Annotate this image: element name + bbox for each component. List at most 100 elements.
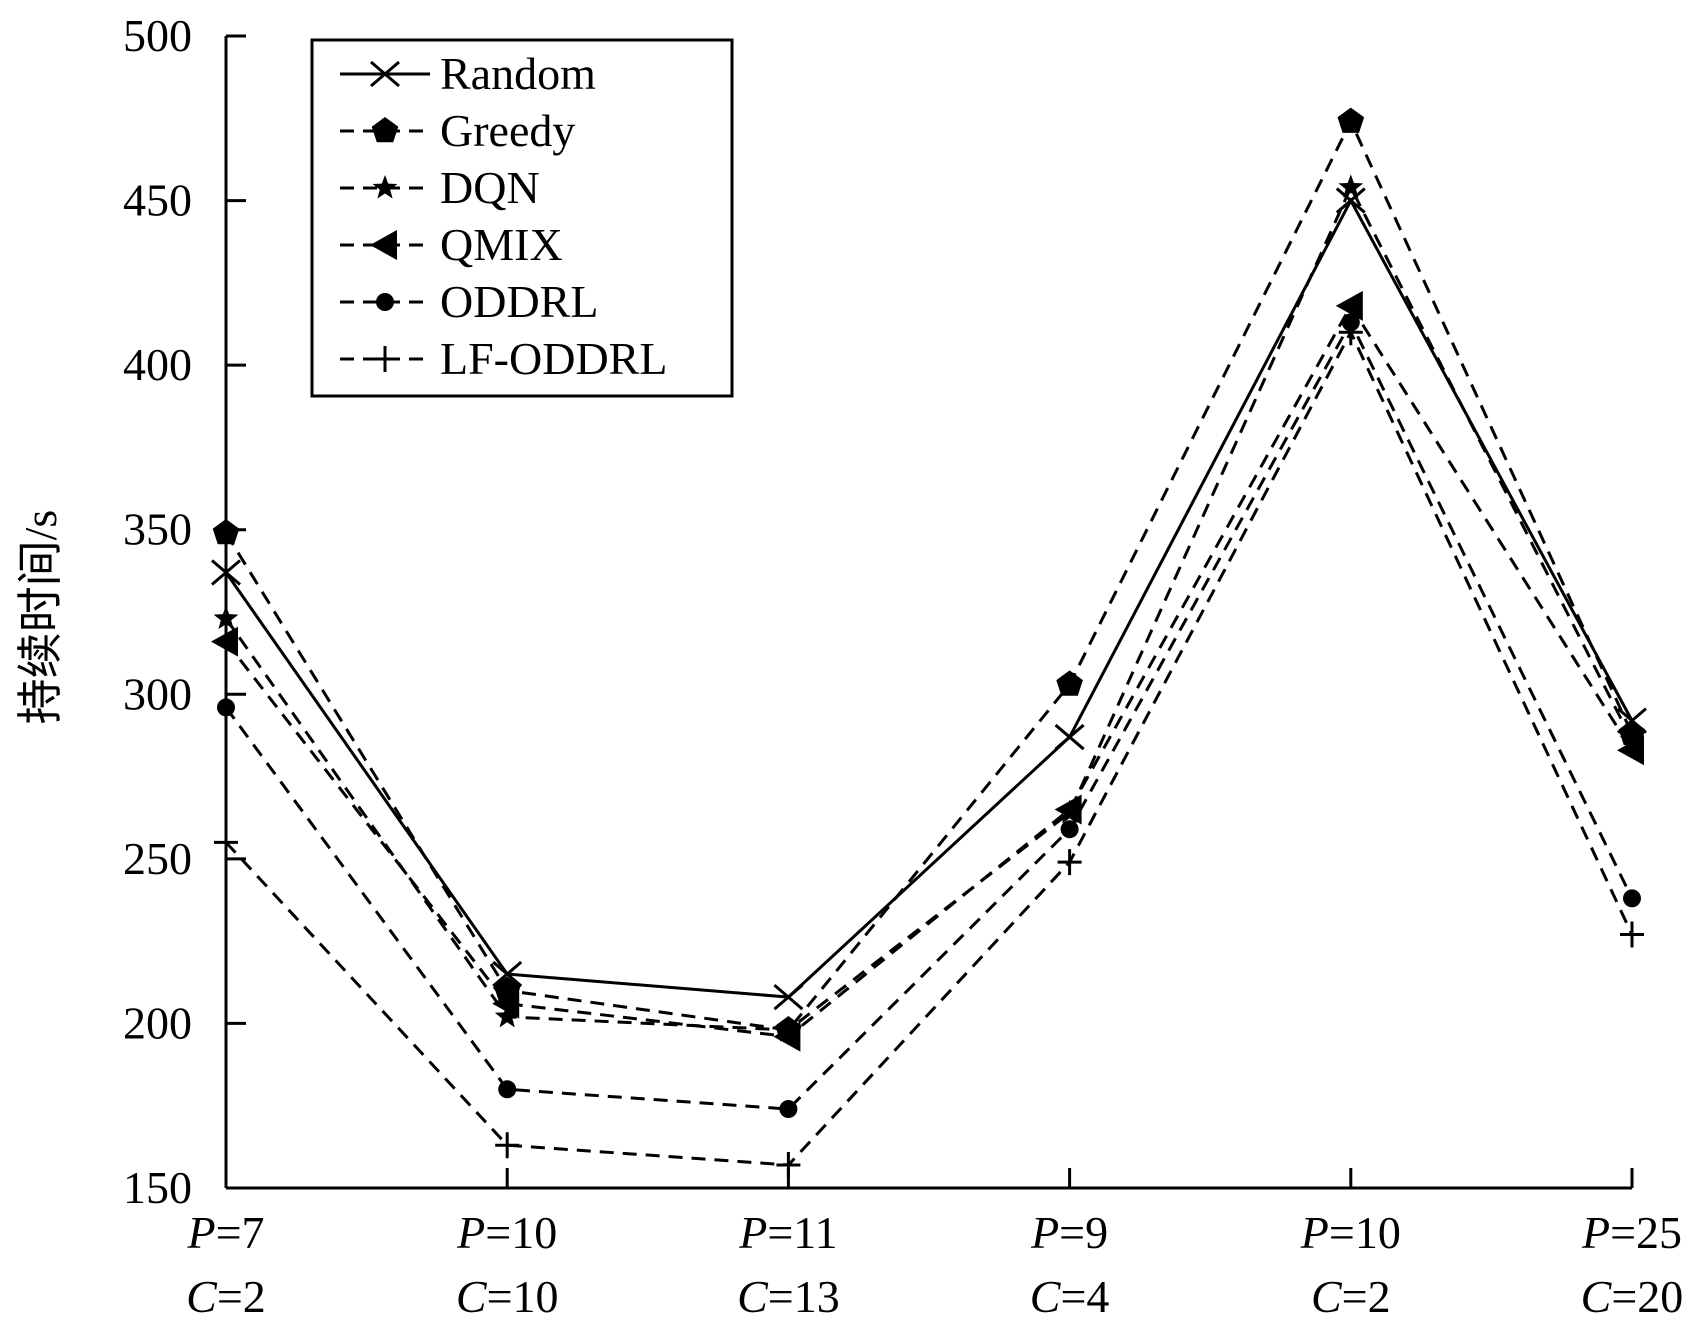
data-point-dqn bbox=[494, 1003, 520, 1028]
x-category-label-c: C=13 bbox=[737, 1271, 840, 1322]
legend-entry-qmix: QMIX bbox=[340, 219, 563, 270]
legend-marker bbox=[371, 117, 399, 143]
x-category-c-symbol: C bbox=[1030, 1271, 1062, 1322]
x-category-p-symbol: P bbox=[186, 1207, 215, 1258]
legend-box bbox=[310, 38, 734, 398]
series-lf-oddrl bbox=[214, 319, 1644, 1178]
x-category-c-symbol: C bbox=[186, 1271, 218, 1322]
x-category-label-p: P=10 bbox=[1300, 1207, 1401, 1258]
x-category-c-symbol: C bbox=[737, 1271, 769, 1322]
data-point-oddrl bbox=[1060, 820, 1079, 839]
x-category-label-c: C=2 bbox=[1311, 1271, 1391, 1322]
data-point-random bbox=[1054, 723, 1085, 751]
data-point-lf-oddrl bbox=[1620, 921, 1644, 948]
legend-entry-greedy: Greedy bbox=[340, 105, 575, 156]
data-point-dqn bbox=[1619, 727, 1645, 751]
series-line-qmix bbox=[224, 302, 1634, 1039]
data-point-dqn bbox=[213, 605, 239, 630]
y-tick-label: 150 bbox=[123, 1162, 192, 1213]
data-point-greedy bbox=[1337, 107, 1365, 133]
data-point-random bbox=[773, 983, 804, 1011]
x-category-c-value: =2 bbox=[1342, 1271, 1391, 1322]
data-point-lf-oddrl bbox=[495, 1132, 520, 1159]
data-point-qmix bbox=[1054, 794, 1082, 825]
series-oddrl bbox=[217, 313, 1641, 1119]
y-tick-label: 300 bbox=[123, 668, 192, 719]
legend-entry-random: Random bbox=[340, 48, 596, 99]
x-category-label-c: C=20 bbox=[1581, 1271, 1684, 1322]
data-point-random bbox=[211, 559, 241, 586]
data-point-lf-oddrl bbox=[776, 1151, 801, 1178]
legend-label: QMIX bbox=[440, 219, 563, 270]
legend-marker bbox=[373, 346, 397, 372]
data-point-qmix bbox=[211, 626, 238, 657]
series-line-random bbox=[224, 197, 1634, 999]
x-category-label-p: P=11 bbox=[738, 1207, 837, 1258]
legend-marker bbox=[376, 293, 394, 311]
x-category-c-value: =2 bbox=[217, 1271, 266, 1322]
x-category-label-p: P=7 bbox=[186, 1207, 264, 1258]
series-line-lf-oddrl bbox=[224, 328, 1634, 1167]
legend-marker bbox=[370, 60, 400, 88]
data-point-qmix bbox=[492, 988, 520, 1019]
legend-entry-dqn: DQN bbox=[340, 162, 540, 213]
x-category-label-c: C=2 bbox=[186, 1271, 266, 1322]
data-point-random bbox=[1335, 187, 1366, 214]
data-point-random bbox=[492, 960, 523, 988]
data-point-qmix bbox=[1617, 735, 1644, 766]
x-category-c-symbol: C bbox=[1581, 1271, 1613, 1322]
legend-marker bbox=[372, 175, 398, 199]
legend: Random Greedy DQN QMIX ODDRL LF-ODDRL bbox=[310, 38, 734, 398]
legend-marker bbox=[370, 230, 397, 260]
data-point-oddrl bbox=[779, 1100, 798, 1119]
x-category-p-value: =10 bbox=[485, 1207, 557, 1258]
legend-label: DQN bbox=[440, 162, 540, 213]
legend-label: Random bbox=[440, 48, 596, 99]
x-category-label-p: P=25 bbox=[1581, 1207, 1682, 1258]
x-category-label-p: P=9 bbox=[1030, 1207, 1108, 1258]
x-category-p-value: =10 bbox=[1329, 1207, 1401, 1258]
x-category-label-p: P=10 bbox=[456, 1207, 557, 1258]
legend-label: ODDRL bbox=[440, 276, 598, 327]
x-axis-ticks: P=7C=2P=10C=10P=11C=13P=9C=4P=10C=2P=25C… bbox=[186, 1168, 1683, 1322]
x-category-c-symbol: C bbox=[1311, 1271, 1343, 1322]
y-tick-label: 200 bbox=[123, 997, 192, 1048]
series-line-greedy bbox=[224, 118, 1634, 1032]
data-point-lf-oddrl bbox=[214, 829, 238, 856]
x-category-c-value: =20 bbox=[1611, 1271, 1683, 1322]
legend-entry-lf-oddrl: LF-ODDRL bbox=[340, 333, 667, 384]
x-category-p-value: =25 bbox=[1610, 1207, 1682, 1258]
x-category-p-symbol: P bbox=[738, 1207, 767, 1258]
y-tick-label: 500 bbox=[123, 10, 192, 61]
series-layer bbox=[211, 107, 1647, 1178]
x-category-c-value: =13 bbox=[768, 1271, 840, 1322]
data-point-lf-oddrl bbox=[1057, 849, 1082, 876]
y-tick-label: 350 bbox=[123, 504, 192, 555]
legend-label: LF-ODDRL bbox=[440, 333, 667, 384]
x-category-p-value: =7 bbox=[216, 1207, 265, 1258]
y-tick-label: 400 bbox=[123, 339, 192, 390]
x-category-c-value: =10 bbox=[487, 1271, 559, 1322]
x-category-p-symbol: P bbox=[1300, 1207, 1329, 1258]
data-point-lf-oddrl bbox=[1338, 319, 1363, 346]
x-category-p-value: =9 bbox=[1059, 1207, 1108, 1258]
data-point-oddrl bbox=[1623, 889, 1641, 908]
x-category-p-symbol: P bbox=[456, 1207, 485, 1258]
data-point-qmix bbox=[1335, 290, 1363, 321]
series-random bbox=[211, 187, 1647, 1011]
x-category-label-c: C=4 bbox=[1030, 1271, 1110, 1322]
data-point-qmix bbox=[773, 1021, 801, 1052]
y-axis-ticks: 150 200 250 300 350 400 450 500 bbox=[123, 10, 246, 1213]
legend-entry-oddrl: ODDRL bbox=[340, 276, 598, 327]
y-axis-label: 持续时间/s bbox=[15, 510, 66, 725]
y-tick-label: 450 bbox=[123, 175, 192, 226]
legend-label: Greedy bbox=[440, 105, 575, 156]
data-point-greedy bbox=[1056, 670, 1083, 696]
y-tick-label: 250 bbox=[123, 833, 192, 884]
x-category-p-symbol: P bbox=[1581, 1207, 1610, 1258]
x-category-label-c: C=10 bbox=[456, 1271, 559, 1322]
data-point-greedy bbox=[212, 519, 240, 545]
series-line-oddrl bbox=[224, 319, 1634, 1111]
series-greedy bbox=[212, 107, 1646, 1042]
series-qmix bbox=[211, 290, 1644, 1052]
